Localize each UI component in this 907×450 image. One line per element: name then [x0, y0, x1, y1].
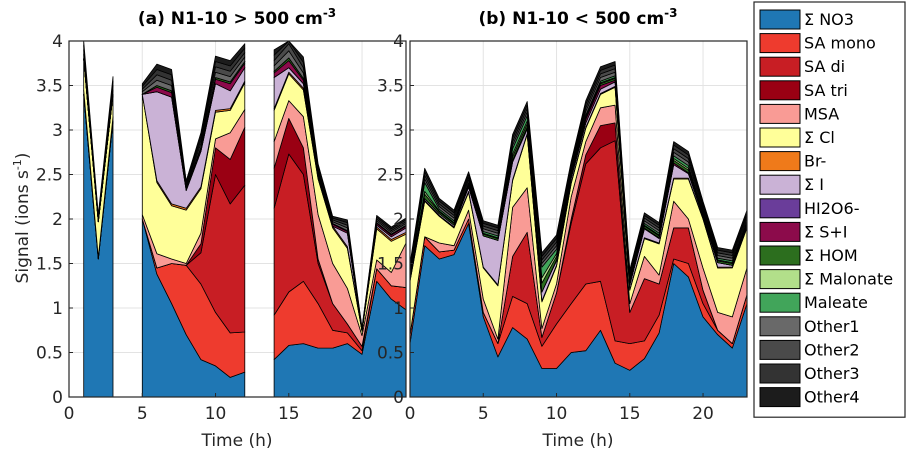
x-tick-label: 15 [619, 404, 641, 424]
legend-swatch [759, 103, 801, 124]
y-tick-label: 4 [393, 32, 404, 52]
legend-swatch [759, 221, 801, 242]
legend-swatch [759, 363, 801, 384]
legend-label: Maleate [804, 293, 868, 312]
legend-item: Other4 [759, 387, 860, 408]
legend-item: Σ S+I [759, 221, 847, 242]
legend-label: Other2 [804, 340, 860, 359]
y-tick-label: 2 [393, 210, 404, 230]
y-tick-label: 4 [52, 32, 63, 52]
legend-item: Other1 [759, 316, 860, 337]
y-tick-label: 1 [393, 299, 404, 319]
legend-label: Σ HOM [804, 246, 858, 265]
legend-label: Other3 [804, 364, 860, 383]
legend-label: Σ NO3 [804, 10, 854, 29]
legend-label: Σ Cl [804, 128, 835, 147]
legend-swatch [759, 9, 801, 30]
legend-swatch [759, 80, 801, 101]
x-tick-label: 15 [278, 404, 300, 424]
tick-labels: 0 5 10 15 20 0 0.5 1 1.5 2 2.5 3 3.5 4 [36, 32, 373, 424]
tick-labels: 0 5 10 15 20 0 0.5 1 1.5 2 2.5 3 3.5 4 [377, 32, 714, 424]
legend-label: Br- [804, 152, 826, 171]
legend-swatch [759, 316, 801, 337]
x-tick-label: 0 [405, 404, 416, 424]
legend-item: Σ I [759, 174, 824, 195]
legend-label: HI2O6- [804, 199, 859, 218]
chart-title: (a) N1-10 > 500 cm-3 [138, 6, 336, 29]
x-tick-label: 0 [64, 404, 75, 424]
legend-swatch [759, 33, 801, 54]
y-tick-label: 1 [52, 299, 63, 319]
legend-label: Σ S+I [804, 222, 847, 241]
legend-swatch [759, 56, 801, 77]
y-tick-label: 3 [52, 121, 63, 141]
chart-title: (b) N1-10 < 500 cm-3 [478, 6, 677, 29]
legend-swatch [759, 269, 801, 290]
area-series-other4 [83, 40, 114, 217]
legend-item: SA tri [759, 80, 848, 101]
legend-label: SA mono [804, 34, 876, 53]
y-tick-label: 0 [393, 388, 404, 408]
legend-swatch [759, 339, 801, 360]
area-series-group [409, 61, 748, 398]
y-tick-label: 0.5 [377, 344, 404, 364]
legend-label: Other1 [804, 317, 860, 336]
x-tick-label: 10 [205, 404, 227, 424]
y-tick-label: 3.5 [377, 77, 404, 97]
legend-item: Other2 [759, 339, 860, 360]
legend-label: SA di [804, 57, 845, 76]
legend-swatch [759, 127, 801, 148]
legend-item: HI2O6- [759, 198, 859, 219]
y-tick-label: 2 [52, 210, 63, 230]
y-tick-label: 3.5 [36, 77, 63, 97]
legend-swatch [759, 151, 801, 172]
legend-label: Σ Malonate [804, 270, 893, 289]
legend-item: SA di [759, 56, 845, 77]
legend-item: Br- [759, 151, 826, 172]
x-tick-label: 5 [137, 404, 148, 424]
y-tick-label: 1.5 [377, 255, 404, 275]
area-series-group [83, 40, 407, 398]
legend-label: SA tri [804, 81, 848, 100]
legend-label: Σ I [804, 175, 824, 194]
legend-swatch [759, 174, 801, 195]
legend-swatch [759, 292, 801, 313]
y-tick-label: 2.5 [377, 166, 404, 186]
chart-panel-b: 0 5 10 15 20 0 0.5 1 1.5 2 2.5 3 3.5 4 (b) N1-10 < 50… [377, 6, 748, 450]
legend-item: Σ HOM [759, 245, 858, 266]
legend-item: Σ Malonate [759, 269, 893, 290]
legend-item: SA mono [759, 33, 876, 54]
legend-swatch [759, 245, 801, 266]
legend-swatch [759, 387, 801, 408]
x-tick-label: 5 [478, 404, 489, 424]
y-tick-label: 0.5 [36, 344, 63, 364]
y-tick-label: 2.5 [36, 166, 63, 186]
legend-item: Maleate [759, 292, 868, 313]
y-tick-label: 3 [393, 121, 404, 141]
legend-label: MSA [804, 104, 839, 123]
legend-item: Other3 [759, 363, 860, 384]
y-tick-label: 1.5 [36, 255, 63, 275]
legend-label: Other4 [804, 388, 860, 407]
x-axis-label: Time (h) [541, 431, 613, 450]
legend-swatch [759, 198, 801, 219]
x-tick-label: 10 [546, 404, 568, 424]
legend-item: MSA [759, 103, 839, 124]
x-axis-label: Time (h) [200, 431, 272, 450]
area-series-other4 [141, 43, 246, 183]
y-tick-label: 0 [52, 388, 63, 408]
legend-item: Σ NO3 [759, 9, 854, 30]
y-axis-label: Signal (ions s-1) [11, 153, 33, 284]
x-tick-label: 20 [351, 404, 373, 424]
legend: Σ NO3 SA mono SA di SA tri MSA Σ Cl Br- Σ I HI2O… [753, 1, 906, 418]
x-tick-label: 20 [692, 404, 714, 424]
legend-item: Σ Cl [759, 127, 835, 148]
